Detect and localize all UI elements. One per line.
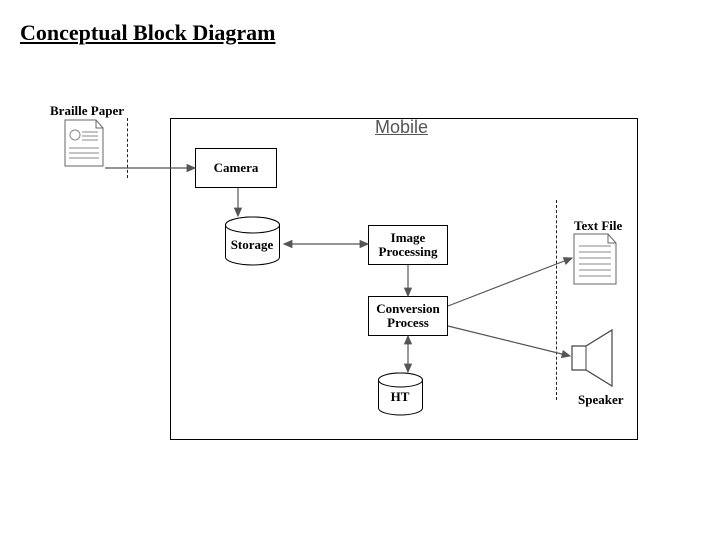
conversion-process-node-label: ConversionProcess <box>376 302 440 331</box>
dashed-divider-right <box>556 200 557 400</box>
braille-paper-icon <box>65 120 103 166</box>
camera-node-label: Camera <box>214 161 259 175</box>
image-processing-node-label: ImageProcessing <box>379 231 438 260</box>
text-file-label: Text File <box>574 218 622 234</box>
conversion-process-node: ConversionProcess <box>368 296 448 336</box>
camera-node: Camera <box>195 148 277 188</box>
speaker-label: Speaker <box>578 392 624 408</box>
mobile-label: Mobile <box>375 117 428 138</box>
page-title: Conceptual Block Diagram <box>20 20 275 46</box>
braille-paper-label: Braille Paper <box>50 103 124 119</box>
image-processing-node: ImageProcessing <box>368 225 448 265</box>
dashed-divider-left <box>127 118 128 178</box>
